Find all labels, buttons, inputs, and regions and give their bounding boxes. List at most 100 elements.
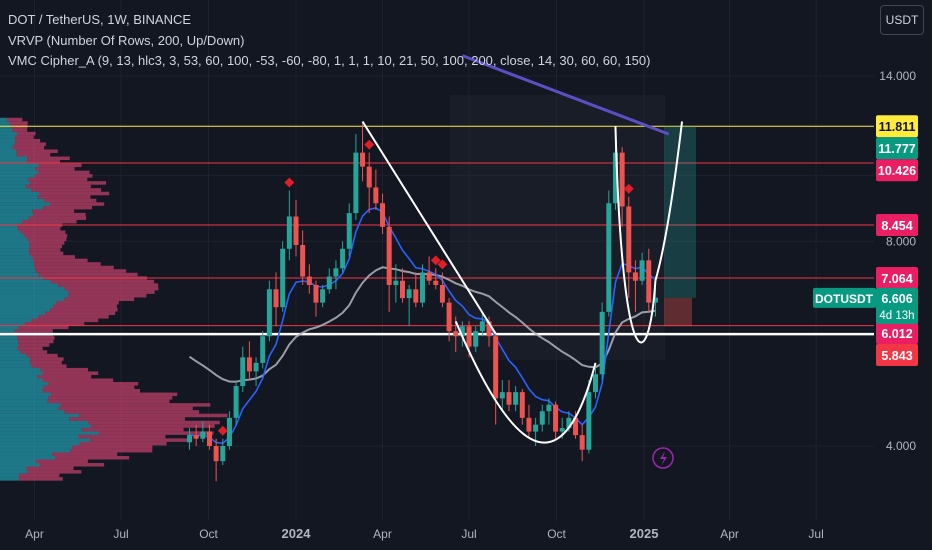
x-tick-label: Apr <box>373 527 392 541</box>
profile-bar-up <box>0 290 69 294</box>
profile-bar-down <box>48 396 173 400</box>
symbol-title[interactable]: DOT / TetherUS, 1W, BINANCE <box>8 12 192 27</box>
candle-body <box>499 392 505 399</box>
sell-signal-diamond <box>430 255 441 266</box>
profile-bar-down <box>6 117 23 122</box>
profile-bar-down <box>50 279 155 284</box>
candle-body <box>253 362 259 372</box>
x-tick-label: Jul <box>461 527 476 541</box>
profile-bar-down <box>26 466 74 471</box>
profile-bar-up <box>0 244 30 249</box>
price-badge <box>876 159 918 182</box>
profile-bar-up <box>0 145 13 150</box>
profile-bar-up <box>0 371 43 375</box>
profile-bar-down <box>27 156 70 161</box>
profile-bar-up <box>0 135 15 139</box>
profile-bar-up <box>0 255 32 259</box>
pattern-drawings <box>361 54 684 444</box>
profile-bar-up <box>0 177 28 182</box>
candle-body <box>280 248 286 308</box>
candle-body <box>419 272 425 303</box>
profile-bar-up <box>0 248 29 252</box>
candle-body <box>393 280 399 285</box>
profile-bar-up <box>0 445 73 449</box>
profile-bar-down <box>34 262 101 266</box>
profile-bar-up <box>0 121 10 125</box>
profile-bar-down <box>17 226 61 231</box>
candle-body <box>399 280 405 299</box>
profile-bar-up <box>0 279 51 284</box>
candle-body <box>413 289 419 303</box>
current-price-badge <box>876 287 918 324</box>
profile-bar-down <box>17 131 36 136</box>
candle-body <box>313 284 319 303</box>
profile-bar-down <box>64 286 159 291</box>
candle-body <box>586 392 592 450</box>
profile-bar-down <box>9 121 28 125</box>
candle-body <box>293 216 299 245</box>
indicator-vrvp-label[interactable]: VRVP (Number Of Rows, 200, Up/Down) <box>8 32 245 48</box>
profile-bar-down <box>35 459 88 464</box>
profile-bar-down <box>29 360 62 365</box>
profile-bar-up <box>0 311 46 316</box>
current-price-text: 6.606 <box>881 292 912 306</box>
profile-bar-up <box>0 315 39 319</box>
profile-bar-down <box>52 452 118 456</box>
profile-bar-down <box>79 441 167 446</box>
profile-bar-up <box>0 350 21 354</box>
profile-bar-down <box>91 424 215 428</box>
y-tick-label: 4.000 <box>886 439 916 453</box>
profile-bar-up <box>0 406 59 411</box>
profile-bar-up <box>0 413 80 418</box>
profile-bar-down <box>24 322 85 326</box>
profile-bar-down <box>69 417 185 421</box>
sell-signal-diamond <box>364 139 375 150</box>
profile-bar-up <box>0 174 35 178</box>
profile-bar-down <box>98 431 214 435</box>
profile-bar-up <box>0 241 30 245</box>
chart-legend: DOT / TetherUS, 1W, BINANCE VRVP (Number… <box>8 10 650 72</box>
profile-bar-up <box>0 283 59 287</box>
profile-bar-down <box>30 181 107 185</box>
profile-bar-down <box>51 392 178 397</box>
profile-bar-up <box>0 167 36 171</box>
candle-body <box>612 152 618 204</box>
profile-bar-down <box>43 205 93 210</box>
profile-bar-down <box>49 202 105 206</box>
profile-bar-down <box>90 438 189 442</box>
candle-body <box>593 374 599 393</box>
profile-bar-up <box>0 297 65 301</box>
projection-curve <box>654 121 684 281</box>
candle-body <box>240 357 246 387</box>
profile-bar-up <box>0 156 28 161</box>
price-badge <box>876 137 918 160</box>
signal-markers <box>217 139 674 469</box>
volume-profile <box>0 117 228 481</box>
profile-bar-up <box>0 272 39 277</box>
price-badge <box>876 115 918 138</box>
profile-bar-up <box>0 325 20 330</box>
profile-bar-up <box>0 286 65 291</box>
lightning-icon <box>652 447 674 469</box>
horizontal-levels <box>0 125 874 336</box>
profile-bar-up <box>0 318 32 323</box>
sell-signal-diamond <box>217 425 228 436</box>
profile-bar-down <box>20 230 66 235</box>
y-tick-label: 8.000 <box>886 234 916 248</box>
profile-bar-down <box>37 374 92 379</box>
indicator-cipher-label[interactable]: VMC Cipher_A (9, 13, hlc3, 3, 53, 60, 10… <box>8 53 651 68</box>
candle-body <box>193 435 199 439</box>
profile-bar-down <box>29 251 64 256</box>
candle-body <box>546 404 552 412</box>
profile-bar-up <box>0 438 91 442</box>
profile-bar-up <box>0 191 40 196</box>
profile-bar-down <box>78 434 166 439</box>
profile-bar-down <box>43 378 114 382</box>
profile-bar-up <box>0 346 18 351</box>
profile-bar-up <box>0 364 32 368</box>
profile-bar-down <box>58 406 193 411</box>
profile-bar-up <box>0 163 39 168</box>
currency-button[interactable]: USDT <box>880 5 924 35</box>
x-tick-label: Apr <box>720 527 739 541</box>
